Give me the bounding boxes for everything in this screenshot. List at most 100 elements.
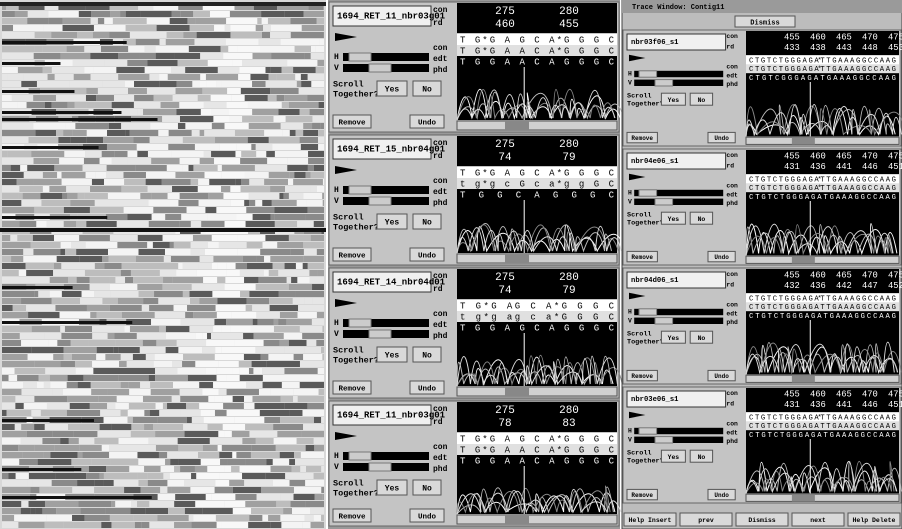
button-label[interactable]: Dismiss — [750, 19, 779, 27]
button-label[interactable]: Help Insert — [629, 517, 672, 524]
slider-thumb[interactable] — [369, 197, 391, 205]
button-label[interactable]: Yes — [385, 219, 400, 228]
alignment-cell — [278, 270, 309, 276]
slider-thumb[interactable] — [369, 64, 391, 72]
h-scrollbar[interactable] — [746, 137, 899, 144]
button-label[interactable]: Remove — [338, 513, 366, 521]
slider-thumb[interactable] — [369, 330, 391, 338]
slider-thumb[interactable] — [655, 199, 673, 205]
button-label[interactable]: Remove — [338, 252, 366, 260]
alignment-cell — [33, 95, 56, 101]
button-label[interactable]: No — [698, 97, 706, 104]
scroll-thumb[interactable] — [505, 121, 529, 130]
slider-thumb[interactable] — [655, 437, 673, 443]
alignment-cell — [216, 368, 232, 374]
slider-thumb[interactable] — [639, 71, 657, 77]
button-label[interactable]: Remove — [631, 254, 653, 261]
slider-thumb[interactable] — [369, 463, 391, 471]
alignment-cell — [172, 361, 182, 367]
button-label[interactable]: Help Delete — [853, 517, 896, 524]
button-label[interactable]: Yes — [385, 352, 400, 361]
h-scrollbar[interactable] — [457, 515, 617, 524]
alignment-cell — [302, 25, 324, 31]
scroll-thumb[interactable] — [792, 256, 815, 263]
button-label[interactable]: Yes — [385, 86, 400, 95]
row-label: con — [726, 63, 738, 70]
button-label[interactable]: Undo — [714, 492, 729, 499]
alignment-cell — [82, 291, 95, 297]
button-label[interactable]: Undo — [714, 135, 729, 142]
button-label[interactable]: prev — [698, 517, 714, 524]
alignment-cell — [178, 438, 210, 444]
slider-thumb[interactable] — [349, 452, 371, 460]
slider-thumb[interactable] — [349, 319, 371, 327]
alignment-cell — [153, 32, 167, 38]
slider-thumb[interactable] — [349, 186, 371, 194]
scroll-thumb[interactable] — [505, 254, 529, 263]
alignment-cell — [2, 151, 7, 157]
position-number: 470 — [862, 33, 878, 43]
button-label[interactable]: Remove — [631, 492, 653, 499]
button-label[interactable]: Remove — [338, 119, 366, 127]
slider-track[interactable] — [634, 80, 723, 86]
slider-thumb[interactable] — [349, 53, 371, 61]
button-label[interactable]: Undo — [714, 373, 729, 380]
scroll-thumb[interactable] — [505, 515, 529, 524]
alignment-cell — [167, 480, 184, 486]
alignment-cell — [296, 375, 324, 381]
alignment-cell — [84, 46, 101, 52]
h-scrollbar[interactable] — [457, 121, 617, 130]
button-label[interactable]: Undo — [418, 119, 437, 127]
button-label[interactable]: Undo — [418, 385, 437, 393]
button-label[interactable]: next — [810, 517, 826, 524]
h-scrollbar[interactable] — [746, 375, 899, 382]
button-label[interactable]: Remove — [631, 135, 653, 142]
alignment-cell — [158, 298, 190, 304]
sequence-con: C T G T C T G G G A G A*T T G A A A G G … — [749, 57, 896, 65]
button-label[interactable]: No — [698, 335, 706, 342]
h-scrollbar[interactable] — [746, 494, 899, 501]
button-label[interactable]: No — [422, 352, 432, 361]
alignment-cell — [308, 263, 324, 269]
button-label[interactable]: No — [422, 485, 432, 494]
button-label[interactable]: No — [422, 86, 432, 95]
slider-thumb[interactable] — [639, 309, 657, 315]
button-label[interactable]: Yes — [668, 97, 680, 104]
alignment-cell — [310, 277, 324, 283]
h-scrollbar[interactable] — [746, 256, 899, 263]
button-label[interactable]: No — [698, 216, 706, 223]
h-scrollbar[interactable] — [457, 387, 617, 396]
alignment-cell — [293, 396, 298, 402]
slider-thumb[interactable] — [639, 190, 657, 196]
slider-thumb[interactable] — [655, 80, 673, 86]
scroll-thumb[interactable] — [792, 137, 815, 144]
alignment-cell — [249, 291, 278, 297]
slider-track[interactable] — [634, 437, 723, 443]
button-label[interactable]: No — [698, 454, 706, 461]
slider-track[interactable] — [634, 318, 723, 324]
alignment-cell — [308, 74, 324, 80]
button-label[interactable]: Undo — [418, 513, 437, 521]
scroll-thumb[interactable] — [792, 375, 815, 382]
button-label[interactable]: Undo — [418, 252, 437, 260]
alignment-cell — [2, 480, 27, 486]
button-label[interactable]: Remove — [338, 385, 366, 393]
slider-track[interactable] — [634, 199, 723, 205]
scroll-thumb[interactable] — [792, 494, 815, 501]
slider-thumb[interactable] — [639, 428, 657, 434]
button-label[interactable]: Remove — [631, 373, 653, 380]
alignment-cell — [78, 501, 111, 507]
button-label[interactable]: Undo — [714, 254, 729, 261]
h-scrollbar[interactable] — [457, 254, 617, 263]
button-label[interactable]: Yes — [385, 485, 400, 494]
alignment-cell — [171, 67, 185, 73]
button-label[interactable]: No — [422, 219, 432, 228]
button-label[interactable]: Yes — [668, 216, 680, 223]
button-label[interactable]: Yes — [668, 335, 680, 342]
button-label[interactable]: Yes — [668, 454, 680, 461]
alignment-cell — [198, 179, 209, 185]
slider-thumb[interactable] — [655, 318, 673, 324]
scroll-thumb[interactable] — [505, 387, 529, 396]
alignment-cell — [162, 116, 180, 122]
button-label[interactable]: Dismiss — [748, 517, 775, 524]
